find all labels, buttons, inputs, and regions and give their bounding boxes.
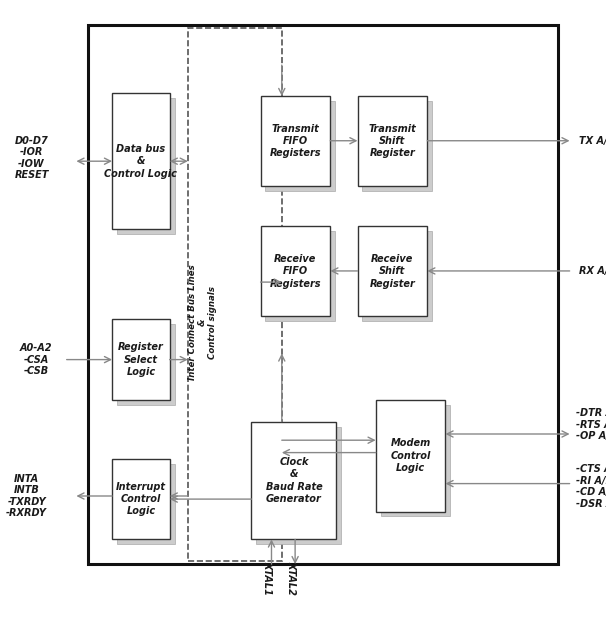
FancyBboxPatch shape bbox=[358, 226, 427, 316]
FancyBboxPatch shape bbox=[256, 427, 341, 544]
Text: Clock
&
Baud Rate
Generator: Clock & Baud Rate Generator bbox=[265, 457, 322, 504]
Text: A0-A2
-CSA
-CSB: A0-A2 -CSA -CSB bbox=[20, 343, 53, 376]
Text: -DTR A/B
-RTS A/B
-OP A/B: -DTR A/B -RTS A/B -OP A/B bbox=[576, 408, 606, 441]
FancyBboxPatch shape bbox=[251, 422, 336, 539]
Text: Transmit
FIFO
Registers: Transmit FIFO Registers bbox=[270, 123, 321, 159]
FancyBboxPatch shape bbox=[112, 93, 170, 229]
FancyBboxPatch shape bbox=[265, 101, 335, 191]
Text: Receive
FIFO
Registers: Receive FIFO Registers bbox=[270, 254, 321, 289]
Text: XTAL2: XTAL2 bbox=[287, 561, 297, 595]
FancyBboxPatch shape bbox=[117, 464, 175, 544]
Text: Data bus
&
Control Logic: Data bus & Control Logic bbox=[104, 144, 178, 179]
Text: Modem
Control
Logic: Modem Control Logic bbox=[390, 438, 431, 473]
FancyBboxPatch shape bbox=[362, 231, 432, 321]
FancyBboxPatch shape bbox=[376, 400, 445, 512]
Text: XTAL1: XTAL1 bbox=[262, 561, 273, 595]
FancyBboxPatch shape bbox=[112, 319, 170, 400]
FancyBboxPatch shape bbox=[117, 98, 175, 234]
Text: INTA
INTB
-TXRDY
-RXRDY: INTA INTB -TXRDY -RXRDY bbox=[6, 474, 47, 518]
Text: Receive
Shift
Register: Receive Shift Register bbox=[370, 254, 415, 289]
FancyBboxPatch shape bbox=[88, 25, 558, 564]
Text: Register
Select
Logic: Register Select Logic bbox=[118, 342, 164, 377]
Text: Inter Connect Bus Lines
&
Control signals: Inter Connect Bus Lines & Control signal… bbox=[187, 265, 218, 380]
Text: -CTS A/B
-RI A/B
-CD A/B
-DSR A/B: -CTS A/B -RI A/B -CD A/B -DSR A/B bbox=[576, 464, 606, 509]
FancyBboxPatch shape bbox=[261, 96, 330, 186]
Text: Transmit
Shift
Register: Transmit Shift Register bbox=[368, 123, 416, 159]
Text: RX A/B: RX A/B bbox=[579, 266, 606, 276]
FancyBboxPatch shape bbox=[358, 96, 427, 186]
FancyBboxPatch shape bbox=[362, 101, 432, 191]
Text: TX A/B: TX A/B bbox=[579, 136, 606, 146]
FancyBboxPatch shape bbox=[112, 459, 170, 539]
FancyBboxPatch shape bbox=[117, 324, 175, 405]
FancyBboxPatch shape bbox=[265, 231, 335, 321]
FancyBboxPatch shape bbox=[261, 226, 330, 316]
Text: Interrupt
Control
Logic: Interrupt Control Logic bbox=[116, 482, 166, 516]
FancyBboxPatch shape bbox=[381, 405, 450, 516]
Text: D0-D7
-IOR
-IOW
RESET: D0-D7 -IOR -IOW RESET bbox=[15, 136, 48, 180]
